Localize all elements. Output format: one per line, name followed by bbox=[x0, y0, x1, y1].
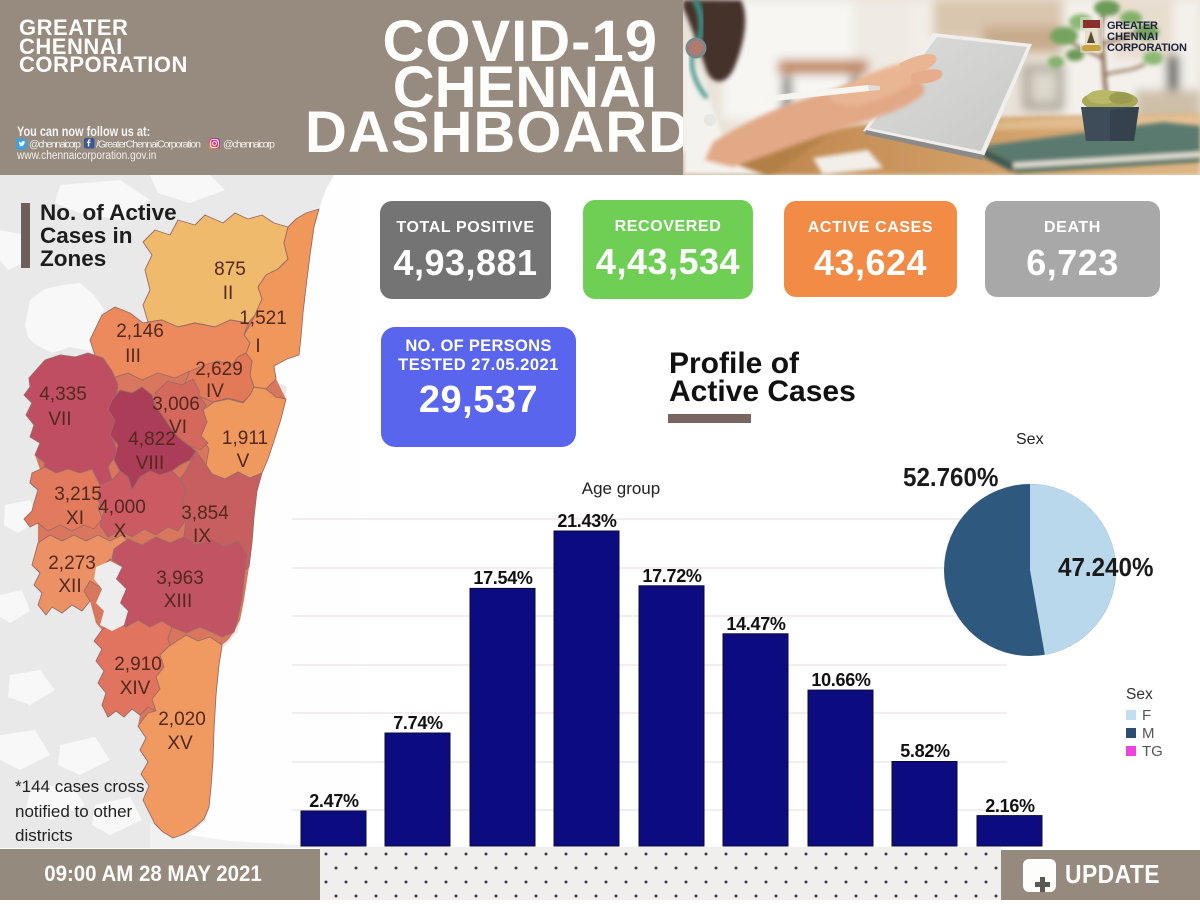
svg-text:17.54%: 17.54% bbox=[473, 568, 533, 588]
svg-text:875: 875 bbox=[214, 259, 246, 280]
svg-text:1,911: 1,911 bbox=[222, 428, 268, 449]
svg-text:3,854: 3,854 bbox=[181, 503, 229, 524]
svg-text:@chennaicorp: @chennaicorp bbox=[223, 139, 275, 151]
svg-text:7.74%: 7.74% bbox=[393, 713, 443, 733]
svg-text:CORPORATION: CORPORATION bbox=[1107, 42, 1187, 54]
svg-text:14.47%: 14.47% bbox=[726, 614, 786, 634]
svg-text:4,335: 4,335 bbox=[39, 384, 87, 405]
svg-text:2,910: 2,910 bbox=[114, 654, 162, 675]
svg-text:21.43%: 21.43% bbox=[557, 511, 617, 531]
svg-text:5.82%: 5.82% bbox=[900, 741, 950, 761]
svg-text:4,000: 4,000 bbox=[98, 497, 146, 518]
svg-text:2,273: 2,273 bbox=[48, 553, 96, 574]
svg-text:2.16%: 2.16% bbox=[985, 796, 1035, 816]
svg-text:2,629: 2,629 bbox=[195, 359, 243, 380]
svg-text:2,146: 2,146 bbox=[116, 321, 164, 342]
svg-text:VIII: VIII bbox=[136, 453, 165, 474]
svg-text:CHENNAI: CHENNAI bbox=[1107, 31, 1158, 43]
svg-text:4,822: 4,822 bbox=[128, 429, 176, 450]
svg-text:1,521: 1,521 bbox=[239, 308, 287, 329]
svg-text:V: V bbox=[237, 451, 250, 472]
svg-text:17.72%: 17.72% bbox=[642, 566, 702, 586]
svg-text:IV: IV bbox=[206, 381, 224, 402]
svg-text:VI: VI bbox=[169, 417, 187, 438]
svg-text:III: III bbox=[125, 346, 141, 367]
svg-text:Age group: Age group bbox=[582, 479, 660, 498]
svg-text:I: I bbox=[255, 336, 260, 357]
svg-text:3,215: 3,215 bbox=[54, 484, 102, 505]
svg-text:XV: XV bbox=[167, 733, 193, 754]
svg-text:GREATER: GREATER bbox=[1107, 20, 1158, 32]
svg-text:/GreaterChennaiCorporation: /GreaterChennaiCorporation bbox=[96, 139, 201, 151]
svg-text:XI: XI bbox=[66, 508, 84, 529]
svg-text:10.66%: 10.66% bbox=[811, 670, 871, 690]
svg-text:3,006: 3,006 bbox=[152, 394, 200, 415]
svg-text:XIII: XIII bbox=[164, 591, 193, 612]
svg-text:XIV: XIV bbox=[120, 678, 151, 699]
svg-text:XII: XII bbox=[58, 576, 81, 597]
svg-text:2.47%: 2.47% bbox=[309, 791, 359, 811]
svg-text:2,020: 2,020 bbox=[158, 709, 206, 730]
svg-text:@chennaicorp: @chennaicorp bbox=[29, 139, 81, 151]
svg-text:VII: VII bbox=[48, 409, 71, 430]
svg-text:II: II bbox=[223, 283, 234, 304]
svg-text:X: X bbox=[114, 521, 127, 542]
svg-text:IX: IX bbox=[193, 526, 211, 547]
svg-text:3,963: 3,963 bbox=[156, 568, 204, 589]
